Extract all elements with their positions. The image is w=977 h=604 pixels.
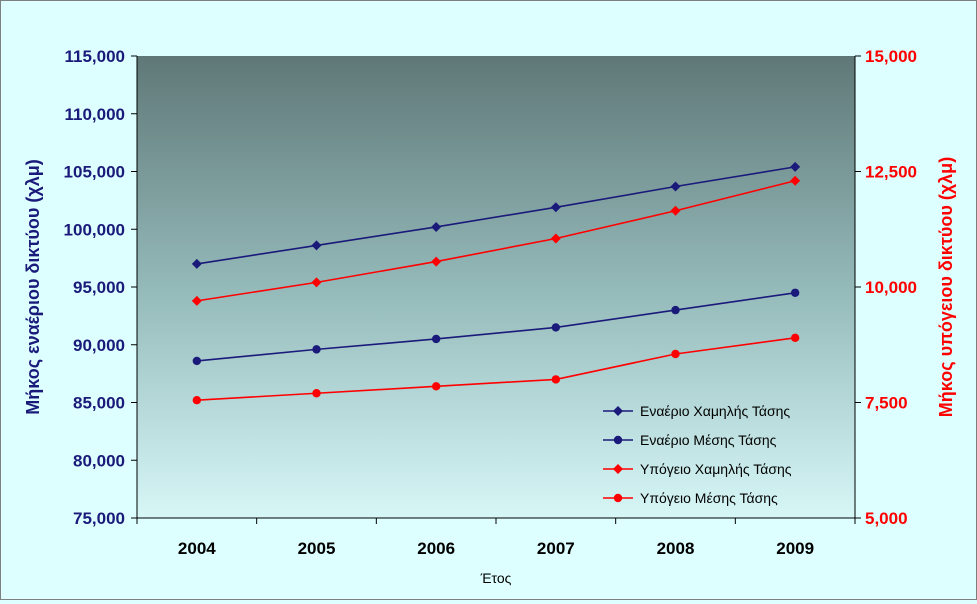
data-point bbox=[431, 256, 442, 267]
y-left-tick-label: 90,000 bbox=[73, 336, 125, 355]
legend-label: Υπόγειο Μέσης Τάσης bbox=[640, 490, 778, 506]
y-axis-left-title: Μήκος εναέριου δικτύου (χλμ) bbox=[23, 159, 43, 414]
data-point bbox=[191, 295, 202, 306]
y-left-tick-label: 105,000 bbox=[64, 163, 125, 182]
x-tick-label: 2005 bbox=[298, 539, 336, 558]
data-point bbox=[790, 161, 801, 172]
data-point bbox=[671, 305, 680, 315]
data-point bbox=[192, 395, 202, 405]
data-point bbox=[431, 334, 441, 344]
series-line bbox=[196, 166, 796, 265]
legend-item: Εναέριο Χαμηλής Τάσης bbox=[603, 403, 790, 419]
data-point bbox=[790, 175, 801, 186]
data-point bbox=[790, 333, 800, 343]
data-point bbox=[431, 382, 441, 391]
data-point bbox=[312, 389, 321, 398]
data-point bbox=[670, 181, 681, 192]
series-line bbox=[196, 291, 796, 362]
legend: Εναέριο Χαμηλής Τάσης Εναέριο Μέσης Τάσης… bbox=[603, 403, 792, 506]
data-point bbox=[311, 277, 322, 288]
data-point bbox=[431, 221, 442, 232]
legend-marker bbox=[613, 435, 623, 445]
legend-marker bbox=[613, 406, 623, 416]
data-point bbox=[551, 323, 561, 332]
legend-marker bbox=[613, 464, 623, 474]
data-point bbox=[790, 288, 800, 297]
y-left-tick-label: 85,000 bbox=[73, 394, 125, 413]
data-point bbox=[192, 356, 202, 366]
series-2 bbox=[192, 288, 800, 366]
series-3 bbox=[191, 175, 801, 306]
data-point bbox=[311, 240, 322, 251]
legend-marker bbox=[613, 493, 623, 503]
legend-label: Εναέριο Χαμηλής Τάσης bbox=[640, 403, 790, 419]
y-left-tick-label: 80,000 bbox=[73, 451, 125, 470]
x-tick-label: 2006 bbox=[417, 539, 455, 558]
y-right-tick-label: 15,000 bbox=[865, 47, 917, 66]
x-tick-label: 2008 bbox=[657, 539, 695, 558]
y-left-tick-label: 110,000 bbox=[64, 105, 125, 124]
legend-item: Υπόγειο Μέσης Τάσης bbox=[603, 490, 778, 506]
series-line bbox=[196, 337, 796, 401]
y-left-tick-label: 95,000 bbox=[73, 278, 125, 297]
y-right-tick-label: 5,000 bbox=[865, 509, 908, 528]
data-point bbox=[191, 258, 202, 269]
legend-label: Εναέριο Μέσης Τάσης bbox=[640, 432, 777, 448]
x-tick-label: 2004 bbox=[178, 539, 216, 558]
data-point bbox=[550, 202, 561, 213]
y-axis-right-title: Μήκος υπόγειου δικτύου (χλμ) bbox=[936, 157, 956, 417]
legend-label: Υπόγειο Χαμηλής Τάσης bbox=[640, 461, 792, 477]
data-point bbox=[312, 345, 321, 354]
x-tick-label: 2007 bbox=[537, 539, 575, 558]
legend-item: Υπόγειο Χαμηλής Τάσης bbox=[603, 461, 792, 477]
y-left-tick-label: 75,000 bbox=[73, 509, 125, 528]
legend-item: Εναέριο Μέσης Τάσης bbox=[603, 432, 777, 448]
y-right-tick-label: 12,500 bbox=[865, 163, 917, 182]
y-right-tick-label: 7,500 bbox=[865, 394, 908, 413]
y-right-tick-label: 10,000 bbox=[865, 278, 917, 297]
y-left-tick-label: 100,000 bbox=[64, 220, 125, 239]
x-tick-label: 2009 bbox=[776, 539, 814, 558]
y-left-tick-label: 115,000 bbox=[64, 47, 125, 66]
series-line bbox=[196, 179, 796, 302]
series-4 bbox=[192, 333, 800, 405]
data-point bbox=[670, 205, 681, 216]
x-axis-title: Έτος bbox=[480, 570, 512, 586]
plot-area bbox=[137, 56, 855, 518]
data-point bbox=[671, 349, 680, 359]
data-point bbox=[551, 375, 561, 384]
series-1 bbox=[191, 161, 801, 269]
data-point bbox=[550, 233, 561, 244]
